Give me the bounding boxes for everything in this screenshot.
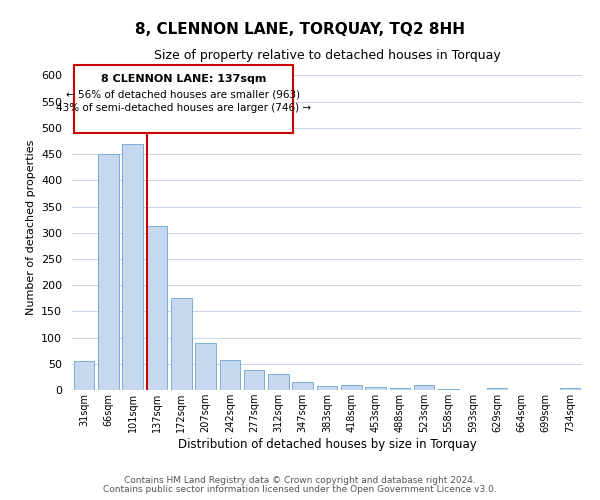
Text: Contains HM Land Registry data © Crown copyright and database right 2024.: Contains HM Land Registry data © Crown c…: [124, 476, 476, 485]
Title: Size of property relative to detached houses in Torquay: Size of property relative to detached ho…: [154, 50, 500, 62]
Bar: [122, 144, 143, 390]
Bar: [171, 298, 191, 390]
Text: 43% of semi-detached houses are larger (746) →: 43% of semi-detached houses are larger (…: [56, 102, 311, 113]
Bar: [487, 388, 508, 390]
Bar: [341, 385, 362, 390]
Bar: [365, 388, 386, 390]
FancyBboxPatch shape: [74, 65, 293, 133]
Text: Contains public sector information licensed under the Open Government Licence v3: Contains public sector information licen…: [103, 485, 497, 494]
Bar: [560, 388, 580, 390]
Text: 8, CLENNON LANE, TORQUAY, TQ2 8HH: 8, CLENNON LANE, TORQUAY, TQ2 8HH: [135, 22, 465, 38]
Bar: [317, 386, 337, 390]
X-axis label: Distribution of detached houses by size in Torquay: Distribution of detached houses by size …: [178, 438, 476, 451]
Text: ← 56% of detached houses are smaller (963): ← 56% of detached houses are smaller (96…: [67, 89, 301, 99]
Bar: [389, 388, 410, 390]
Text: 8 CLENNON LANE: 137sqm: 8 CLENNON LANE: 137sqm: [101, 74, 266, 84]
Y-axis label: Number of detached properties: Number of detached properties: [26, 140, 35, 315]
Bar: [146, 226, 167, 390]
Bar: [414, 385, 434, 390]
Bar: [268, 374, 289, 390]
Bar: [195, 343, 216, 390]
Bar: [74, 361, 94, 390]
Bar: [244, 370, 265, 390]
Bar: [292, 382, 313, 390]
Bar: [98, 154, 119, 390]
Bar: [220, 360, 240, 390]
